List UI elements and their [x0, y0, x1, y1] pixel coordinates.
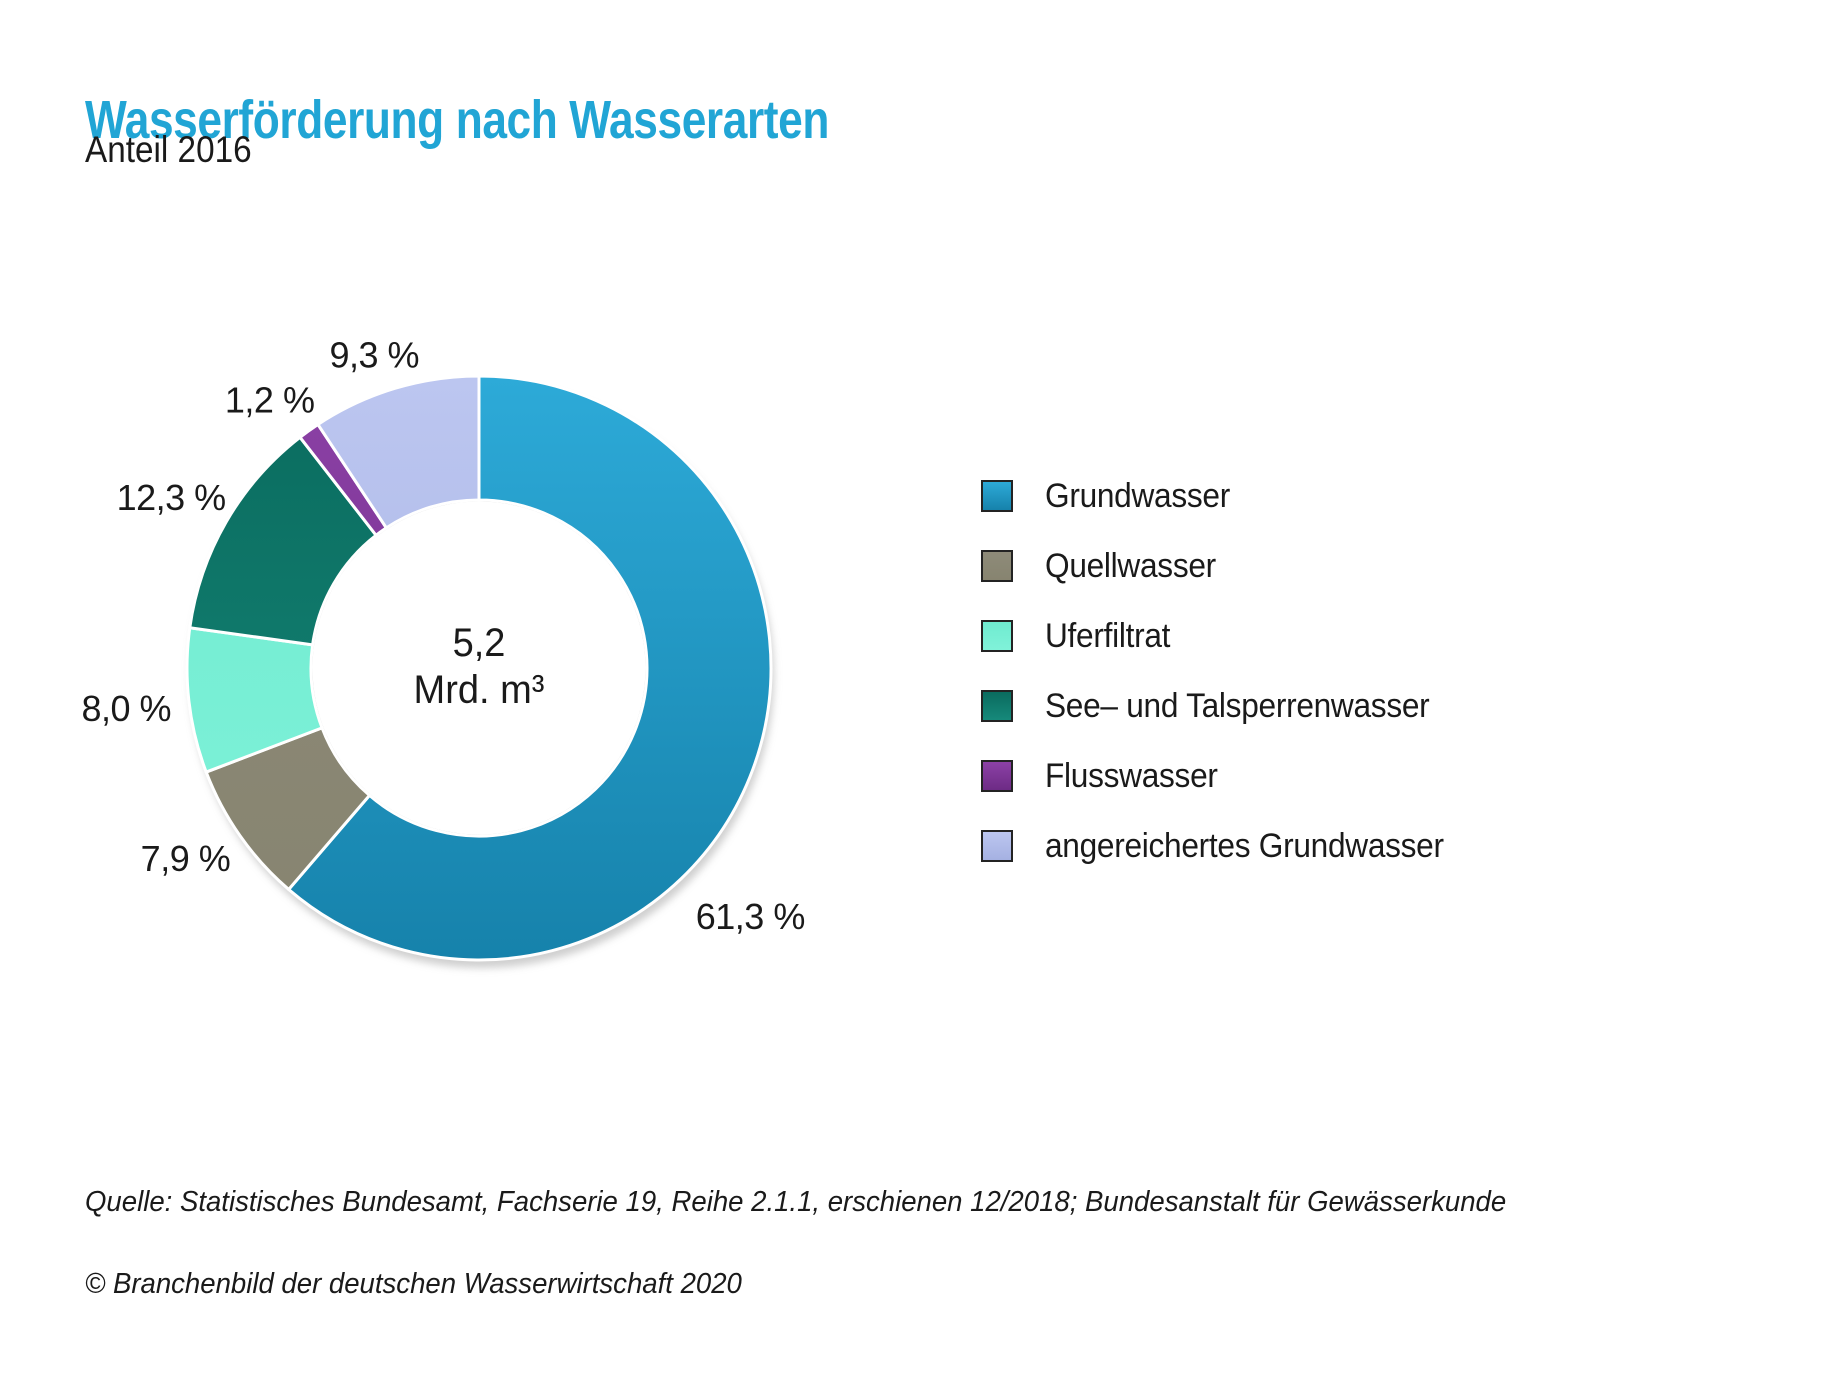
donut-slice-5: [316, 374, 481, 530]
legend-item-5: angereichertes Grundwasser: [981, 827, 1474, 865]
legend-swatch-icon: [981, 760, 1013, 792]
legend-swatch-icon: [981, 830, 1013, 862]
source-note: Quelle: Statistisches Bundesamt, Fachser…: [85, 1186, 1507, 1218]
slice-value-label-5: 9,3 %: [330, 335, 420, 376]
legend-swatch-icon: [981, 620, 1013, 652]
legend-item-0: Grundwasser: [981, 477, 1474, 515]
total-unit: Mrd. m³: [413, 668, 545, 712]
slice-value-label-1: 7,9 %: [141, 838, 231, 879]
slice-value-label-2: 8,0 %: [82, 688, 172, 729]
legend-swatch-icon: [981, 690, 1013, 722]
legend-swatch-icon: [981, 550, 1013, 582]
legend-label: Uferfiltrat: [1045, 616, 1171, 655]
donut-hole: [312, 501, 646, 835]
donut-slice-0: [287, 374, 773, 962]
legend-label: Grundwasser: [1045, 476, 1230, 515]
slice-value-label-0: 61,3 %: [696, 896, 805, 937]
legend-label: Quellwasser: [1045, 546, 1216, 585]
legend-item-1: Quellwasser: [981, 547, 1474, 585]
page-title: Wasserförderung nach Wasserarten: [85, 90, 829, 151]
total-value: 5,2: [452, 621, 506, 665]
donut-chart: 61,3 % 7,9 % 8,0 % 12,3 % 1,2 % 9,3 %: [82, 335, 805, 968]
legend-label: See– und Talsperrenwasser: [1045, 686, 1430, 725]
slice-value-label-3: 12,3 %: [117, 477, 226, 518]
legend-item-4: Flusswasser: [981, 757, 1474, 795]
donut-center-label: 5,2 Mrd. m³: [289, 620, 669, 714]
legend-label: Flusswasser: [1045, 756, 1218, 795]
page-subtitle: Anteil 2016: [85, 129, 252, 170]
copyright-note: © Branchenbild der deutschen Wasserwirts…: [85, 1268, 742, 1300]
legend-label: angereichertes Grundwasser: [1045, 826, 1444, 865]
legend-swatch-icon: [981, 480, 1013, 512]
legend-item-3: See– und Talsperrenwasser: [981, 687, 1474, 725]
slice-value-label-4: 1,2 %: [225, 380, 315, 421]
chart-legend: Grundwasser Quellwasser Uferfiltrat See– un…: [981, 477, 1474, 900]
legend-item-2: Uferfiltrat: [981, 617, 1474, 655]
